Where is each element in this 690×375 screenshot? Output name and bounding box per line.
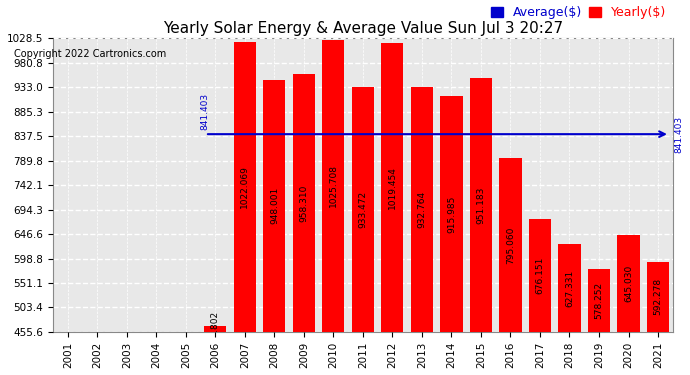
Bar	[264, 80, 286, 332]
Text: 841.403: 841.403	[674, 116, 683, 153]
Text: 933.472: 933.472	[358, 191, 367, 228]
Bar	[204, 326, 226, 332]
Text: 645.030: 645.030	[624, 265, 633, 302]
Bar	[382, 43, 404, 332]
Bar	[322, 40, 344, 332]
Text: 676.151: 676.151	[535, 257, 544, 294]
Legend: Average($), Yearly($): Average($), Yearly($)	[491, 6, 667, 19]
Text: 958.310: 958.310	[299, 184, 308, 222]
Bar	[411, 87, 433, 332]
Text: 841.403: 841.403	[201, 93, 210, 130]
Bar	[618, 235, 640, 332]
Title: Yearly Solar Energy & Average Value Sun Jul 3 20:27: Yearly Solar Energy & Average Value Sun …	[163, 21, 563, 36]
Text: 466.802: 466.802	[211, 310, 220, 348]
Text: 1019.454: 1019.454	[388, 166, 397, 209]
Bar	[588, 269, 610, 332]
Text: 592.278: 592.278	[653, 278, 662, 315]
Text: 1022.069: 1022.069	[240, 165, 249, 208]
Text: 948.001: 948.001	[270, 187, 279, 224]
Bar	[558, 244, 580, 332]
Text: 951.183: 951.183	[477, 186, 486, 224]
Bar	[440, 96, 462, 332]
Text: Copyright 2022 Cartronics.com: Copyright 2022 Cartronics.com	[14, 49, 166, 59]
Bar	[352, 87, 374, 332]
Text: 578.252: 578.252	[595, 282, 604, 319]
Bar	[470, 78, 492, 332]
Text: 932.764: 932.764	[417, 191, 426, 228]
Bar	[647, 262, 669, 332]
Text: 795.060: 795.060	[506, 226, 515, 264]
Bar	[529, 219, 551, 332]
Text: 1025.708: 1025.708	[329, 164, 338, 207]
Text: 627.331: 627.331	[565, 269, 574, 306]
Bar	[234, 42, 256, 332]
Bar	[500, 158, 522, 332]
Bar	[293, 74, 315, 332]
Text: 915.985: 915.985	[447, 195, 456, 232]
